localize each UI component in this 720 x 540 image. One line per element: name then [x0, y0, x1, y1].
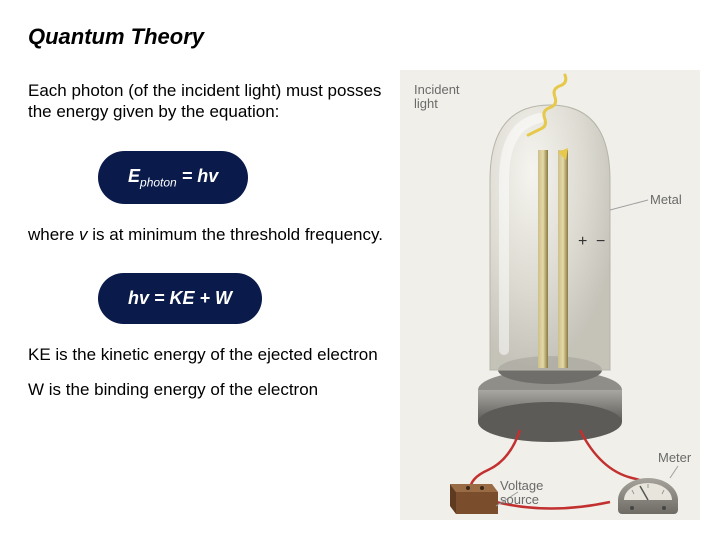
text-column: Each photon (of the incident light) must… — [28, 80, 398, 414]
paragraph-4: W is the binding energy of the electron — [28, 379, 398, 400]
paragraph-2: where v is at minimum the threshold freq… — [28, 224, 398, 245]
p2-var: v — [79, 225, 88, 244]
eq1-base: E — [128, 166, 140, 186]
rod-right — [558, 150, 568, 368]
label-meter: Meter — [658, 450, 692, 465]
paragraph-1: Each photon (of the incident light) must… — [28, 80, 398, 123]
plus-label: + — [578, 233, 587, 250]
p2-after: is at minimum the threshold frequency. — [88, 225, 383, 244]
equation-1: Ephoton = hv — [98, 151, 248, 205]
voltage-source — [450, 484, 498, 514]
p2-before: where — [28, 225, 79, 244]
equation-2: hv = KE + W — [98, 273, 262, 324]
eq2-text: hv = KE + W — [128, 288, 232, 308]
page-title: Quantum Theory — [28, 24, 204, 50]
base-bottom — [478, 402, 622, 442]
label-metal: Metal — [650, 192, 682, 207]
minus-label: − — [596, 233, 605, 250]
paragraph-3: KE is the kinetic energy of the ejected … — [28, 344, 398, 365]
eq1-rhs: = hv — [177, 166, 219, 186]
photoelectric-diagram: + − Incident light Metal Voltage source … — [400, 70, 700, 520]
eq1-sub: photon — [140, 175, 177, 189]
rod-left — [538, 150, 548, 368]
